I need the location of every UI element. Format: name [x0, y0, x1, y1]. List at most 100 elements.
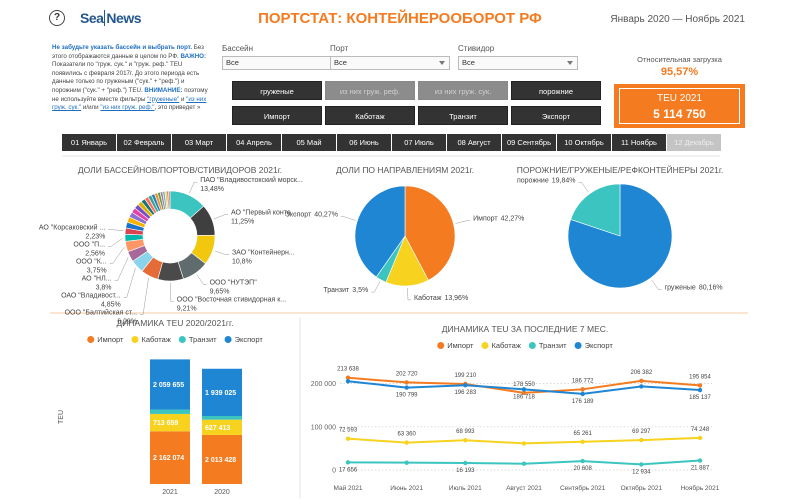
- point-label: 186 772: [572, 378, 594, 384]
- slice-name: АО "Корсаковский ...: [39, 224, 106, 232]
- toggle-button[interactable]: из них груж. сук.: [418, 81, 508, 100]
- point-label: 199 210: [454, 373, 476, 379]
- legend-marker: [224, 336, 232, 343]
- point-label: 69 297: [632, 429, 651, 435]
- slice-name: ОАО "Владивост...: [61, 293, 121, 300]
- y-tick-label: 200 000: [311, 381, 336, 388]
- leader-line: [578, 182, 589, 193]
- kpi-frame: TEU 2021 5 114 750: [619, 88, 740, 124]
- slice-value: 3,5%: [352, 287, 368, 294]
- slice-label: ООО "К... 3,75%: [76, 259, 107, 275]
- month-button[interactable]: 08 Август: [447, 134, 501, 151]
- line-point: [639, 437, 644, 443]
- leader-line: [455, 220, 471, 224]
- line-point: [697, 435, 703, 441]
- line-point: [345, 379, 351, 384]
- month-button[interactable]: 05 Май: [282, 134, 336, 151]
- slice-value: 6,29%: [117, 319, 137, 326]
- slice-name: порожние: [517, 177, 549, 184]
- chart-title: ДОЛИ ПО НАПРАВЛЕНИЯМ 2021г.: [336, 165, 474, 175]
- filter-select[interactable]: Все: [458, 56, 578, 70]
- notice-text: ВНИМАНИЕ:: [144, 86, 183, 94]
- month-button[interactable]: 09 Сентябрь: [502, 134, 556, 151]
- month-button[interactable]: 03 Март: [172, 134, 226, 151]
- slice-label: АО "Корсаковский ... 2,23%: [39, 224, 106, 241]
- notice-text: ВАЖНО:: [180, 52, 207, 60]
- toggle-button[interactable]: груженые: [232, 81, 322, 100]
- slice-label: ООО "П... 2,56%: [73, 242, 105, 258]
- line-point: [639, 462, 644, 467]
- legend-label: Транзит: [539, 341, 567, 350]
- line-point: [521, 461, 527, 466]
- legend: Импорт Каботаж Транзит Экспорт: [437, 341, 613, 350]
- line-point: [345, 460, 351, 465]
- month-button[interactable]: 06 Июнь: [337, 134, 391, 151]
- toggle-button[interactable]: из них груж. реф.: [325, 81, 415, 100]
- notice-text: Показатели по "груж. сук." и "груж. реф.…: [52, 61, 200, 94]
- filter-select[interactable]: Все: [222, 56, 342, 70]
- notice-text: поэтому не используйте вместе фильтры: [52, 86, 208, 103]
- point-label: 68 993: [456, 429, 475, 435]
- slice-name: АО "НЛ...: [82, 276, 112, 283]
- point-label: 63 360: [397, 432, 416, 438]
- slice-name: Экспорт: [285, 212, 312, 219]
- logo-part: News: [104, 10, 141, 26]
- slice-name: ЗАО "Контейнерн...: [232, 249, 295, 257]
- slice-value: 2,56%: [85, 251, 105, 258]
- pie-slice: [404, 185, 456, 281]
- point-label: 65 261: [573, 431, 592, 437]
- point-label: 206 382: [630, 370, 652, 376]
- toggle-button[interactable]: порожние: [511, 81, 601, 100]
- legend-marker: [574, 342, 582, 349]
- toggle-button[interactable]: Экспорт: [511, 106, 601, 125]
- filter-label: Стивидор: [458, 44, 495, 53]
- filter-select[interactable]: Все: [330, 56, 450, 70]
- toggle-button[interactable]: Импорт: [232, 106, 322, 125]
- page-title: ПОРТСТАТ: КОНТЕЙНЕРООБОРОТ РФ: [258, 10, 542, 27]
- slice-label: Каботаж 13,96%: [414, 294, 468, 302]
- y-tick-label: 100 000: [311, 424, 336, 431]
- line-point: [521, 387, 527, 392]
- month-button[interactable]: 10 Октябрь: [557, 134, 611, 151]
- slice-label: ПАО "Владивостокский морск... 13,48%: [200, 176, 303, 193]
- leader-line: [196, 274, 207, 285]
- month-button[interactable]: 01 Январь: [62, 134, 116, 151]
- month-button[interactable]: 11 Ноябрь: [612, 134, 666, 151]
- notice-text: "из них груж. реф.": [100, 104, 155, 112]
- bar-label: 2 013 428: [205, 457, 236, 464]
- slice-label: Транзит 3,5%: [323, 287, 368, 294]
- slice-value: 80,16%: [699, 285, 723, 292]
- month-button[interactable]: 07 Июль: [392, 134, 446, 151]
- point-label: 74 248: [691, 427, 710, 433]
- slice-name: ООО "Балтийская ст...: [65, 309, 138, 317]
- slice-label: ООО "Балтийская ст... 6,29%: [65, 309, 138, 326]
- toggle-button[interactable]: Транзит: [418, 106, 508, 125]
- legend-label: Экспорт: [585, 341, 614, 350]
- point-label: 17 656: [339, 467, 358, 473]
- toggle-button[interactable]: Каботаж: [325, 106, 415, 125]
- legend-label: Экспорт: [235, 335, 264, 344]
- legend-label: Каботаж: [141, 335, 170, 344]
- notice-text: и/или: [81, 104, 101, 112]
- leader-line: [340, 216, 356, 221]
- line-point: [463, 383, 468, 388]
- month-button[interactable]: 12 Декабрь: [667, 134, 721, 151]
- slice-value: 40,27%: [314, 212, 338, 219]
- legend-label: Импорт: [97, 335, 124, 344]
- legend-marker: [437, 342, 445, 349]
- slice-label: АО "Первый конте... 11,25%: [231, 209, 297, 226]
- slice-name: ООО "К...: [76, 259, 107, 266]
- leader-line: [108, 237, 124, 247]
- leader-line: [214, 250, 229, 255]
- leader-line: [109, 246, 125, 264]
- help-icon[interactable]: ?: [49, 10, 65, 26]
- line-point: [580, 458, 585, 464]
- point-label: 185 137: [689, 395, 711, 401]
- pie-slice: [567, 183, 673, 289]
- month-button[interactable]: 04 Апрель: [227, 134, 281, 151]
- leader-line: [651, 279, 662, 290]
- line-point: [404, 460, 409, 465]
- month-button[interactable]: 02 Февраль: [117, 134, 171, 151]
- bar-label: 2 059 655: [153, 382, 184, 389]
